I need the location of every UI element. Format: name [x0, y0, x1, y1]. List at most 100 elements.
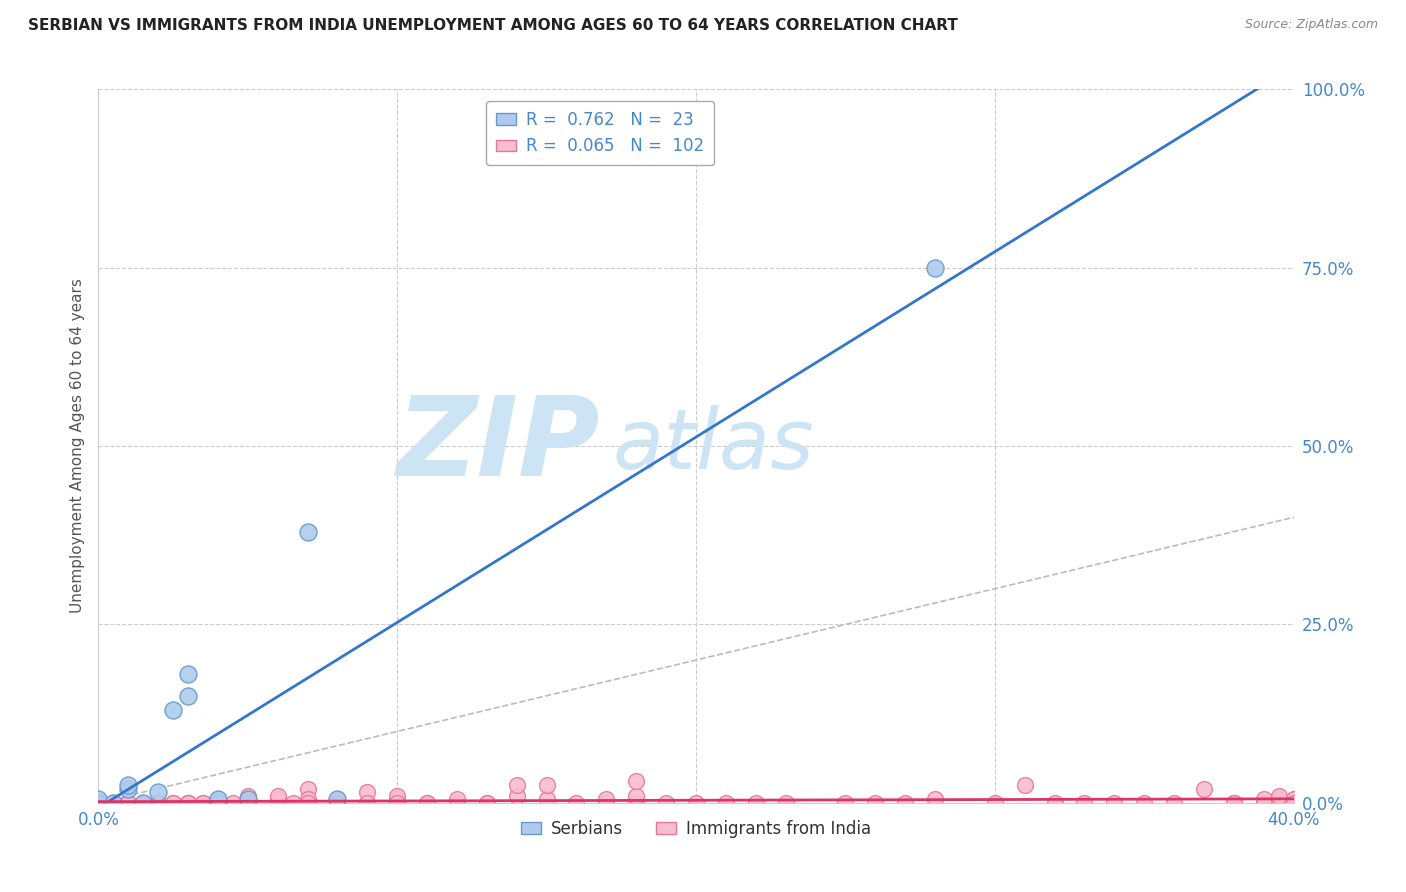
Point [1267, 789, 1289, 803]
Point [356, 796, 378, 810]
Point [536, 792, 558, 806]
Point [87, 796, 110, 810]
Point [326, 796, 349, 810]
Point [595, 796, 617, 810]
Point [207, 796, 229, 810]
Point [626, 774, 648, 789]
Point [475, 796, 498, 810]
Point [87, 792, 110, 806]
Point [1267, 792, 1289, 806]
Point [87, 796, 110, 810]
Point [207, 792, 229, 806]
Point [1253, 796, 1275, 810]
Point [132, 796, 155, 810]
Point [132, 796, 155, 810]
Point [87, 796, 110, 810]
Point [191, 796, 214, 810]
Point [565, 796, 588, 810]
Point [103, 796, 125, 810]
Point [117, 796, 139, 810]
Point [1253, 792, 1275, 806]
Text: atlas: atlas [613, 406, 814, 486]
Point [297, 524, 319, 539]
Point [1073, 796, 1095, 810]
Point [87, 796, 110, 810]
Point [148, 796, 170, 810]
Point [1282, 796, 1305, 810]
Point [162, 796, 184, 810]
Point [148, 796, 170, 810]
Point [87, 796, 110, 810]
Point [326, 792, 349, 806]
Point [177, 796, 200, 810]
Point [297, 781, 319, 796]
Point [177, 796, 200, 810]
Point [87, 796, 110, 810]
Point [87, 796, 110, 810]
Text: Source: ZipAtlas.com: Source: ZipAtlas.com [1244, 18, 1378, 31]
Point [775, 796, 797, 810]
Point [162, 796, 184, 810]
Point [655, 796, 678, 810]
Point [117, 796, 139, 810]
Point [536, 778, 558, 792]
Point [87, 796, 110, 810]
Point [281, 796, 304, 810]
Point [506, 778, 529, 792]
Point [117, 796, 139, 810]
Point [177, 689, 200, 703]
Point [87, 796, 110, 810]
Point [236, 796, 259, 810]
Point [924, 260, 946, 275]
Point [297, 796, 319, 810]
Point [103, 796, 125, 810]
Point [475, 796, 498, 810]
Point [1223, 796, 1246, 810]
Point [356, 796, 378, 810]
Point [326, 796, 349, 810]
Point [1223, 796, 1246, 810]
Point [177, 796, 200, 810]
Point [207, 796, 229, 810]
Point [267, 789, 290, 803]
Point [87, 796, 110, 810]
Y-axis label: Unemployment Among Ages 60 to 64 years: Unemployment Among Ages 60 to 64 years [69, 278, 84, 614]
Point [506, 789, 529, 803]
Point [87, 796, 110, 810]
Point [385, 796, 409, 810]
Point [865, 796, 887, 810]
Point [385, 796, 409, 810]
Point [267, 792, 290, 806]
Point [1282, 792, 1305, 806]
Point [87, 796, 110, 810]
Point [1104, 796, 1126, 810]
Point [87, 796, 110, 810]
Point [984, 796, 1007, 810]
Point [87, 796, 110, 810]
Point [385, 792, 409, 806]
Point [236, 789, 259, 803]
Point [267, 796, 290, 810]
Point [326, 792, 349, 806]
Point [1282, 792, 1305, 806]
Point [446, 796, 468, 810]
Point [87, 796, 110, 810]
Point [745, 796, 768, 810]
Point [894, 796, 917, 810]
Point [236, 796, 259, 810]
Point [162, 703, 184, 717]
Point [297, 792, 319, 806]
Point [595, 792, 617, 806]
Point [236, 796, 259, 810]
Point [207, 796, 229, 810]
Point [714, 796, 737, 810]
Point [87, 796, 110, 810]
Point [1163, 796, 1185, 810]
Point [1014, 778, 1036, 792]
Point [626, 789, 648, 803]
Text: SERBIAN VS IMMIGRANTS FROM INDIA UNEMPLOYMENT AMONG AGES 60 TO 64 YEARS CORRELAT: SERBIAN VS IMMIGRANTS FROM INDIA UNEMPLO… [28, 18, 957, 33]
Point [267, 796, 290, 810]
Point [385, 796, 409, 810]
Point [132, 796, 155, 810]
Point [685, 796, 707, 810]
